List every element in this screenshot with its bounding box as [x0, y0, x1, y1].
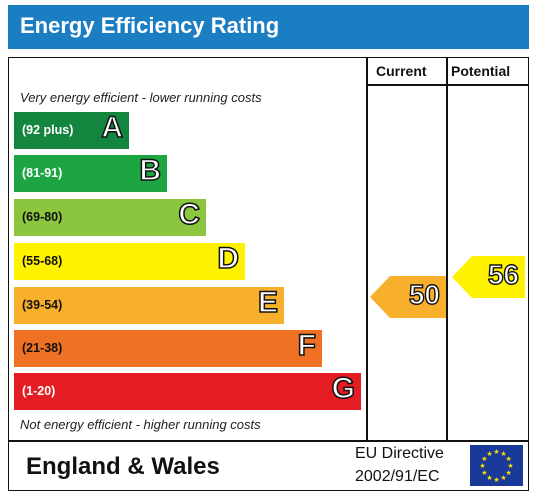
eu-star-icon: ★ [493, 476, 499, 484]
header-underline [366, 84, 529, 86]
band-g: (1-20) G [14, 371, 361, 410]
eu-stars: ★ ★★★★★★★★★★★ [479, 448, 513, 484]
band-range: (92 plus) [22, 123, 74, 137]
band-range: (21-38) [22, 341, 63, 355]
band-letter: G [331, 371, 356, 406]
band-c: (69-80) C [14, 197, 206, 236]
directive-line2: 2002/91/EC [355, 468, 440, 485]
band-range: (69-80) [22, 210, 63, 224]
band-letter: D [217, 241, 240, 276]
band-range: (1-20) [22, 384, 56, 398]
potential-rating-arrow: 56 [452, 256, 525, 298]
note-efficient: Very energy efficient - lower running co… [20, 90, 262, 105]
rating-chart-frame [8, 57, 529, 491]
band-d: (55-68) D [14, 241, 245, 280]
divider-current [366, 57, 368, 441]
band-b: (81-91) B [14, 153, 167, 192]
band-range: (81-91) [22, 166, 63, 180]
column-header-current: Current [376, 63, 427, 79]
eu-star-icon: ★ [500, 450, 506, 458]
eu-star-icon: ★ [481, 455, 487, 463]
note-inefficient: Not energy efficient - higher running co… [20, 417, 261, 432]
eu-star-icon: ★ [486, 450, 492, 458]
eu-star-icon: ★ [500, 474, 506, 482]
band-range: (39-54) [22, 298, 63, 312]
title-bar: Energy Efficiency Rating [8, 5, 529, 49]
region-label: England & Wales [26, 453, 220, 480]
arrow-shape [370, 276, 446, 318]
divider-potential [446, 57, 448, 441]
current-rating-value: 50 [408, 278, 441, 310]
band-letter: B [139, 153, 162, 188]
band-letter: F [297, 328, 317, 363]
potential-rating-value: 56 [487, 258, 520, 290]
band-letter: E [257, 285, 279, 320]
column-header-potential: Potential [451, 63, 511, 79]
eu-flag-icon: ★ ★ ★ ★ ★ ★ ★ ★ ★ ★ ★ ★ [470, 445, 523, 486]
eu-star-icon: ★ [493, 448, 499, 456]
eu-star-icon: ★ [505, 455, 511, 463]
directive-line1: EU Directive [355, 445, 444, 462]
eu-star-icon: ★ [479, 462, 485, 470]
band-letter: C [178, 197, 201, 232]
arrow-shape [452, 256, 525, 298]
band-letter: A [101, 110, 124, 145]
footer-divider [8, 440, 529, 442]
band-a: (92 plus) A [14, 110, 129, 149]
band-f: (21-38) F [14, 328, 322, 367]
eu-star-icon: ★ [486, 474, 492, 482]
eu-star-icon: ★ [507, 462, 513, 470]
eu-star-icon: ★ [505, 469, 511, 477]
eu-star-icon: ★ [481, 469, 487, 477]
current-rating-arrow: 50 [370, 276, 446, 318]
band-e: (39-54) E [14, 285, 284, 324]
page-title: Energy Efficiency Rating [20, 13, 280, 38]
band-range: (55-68) [22, 254, 63, 268]
